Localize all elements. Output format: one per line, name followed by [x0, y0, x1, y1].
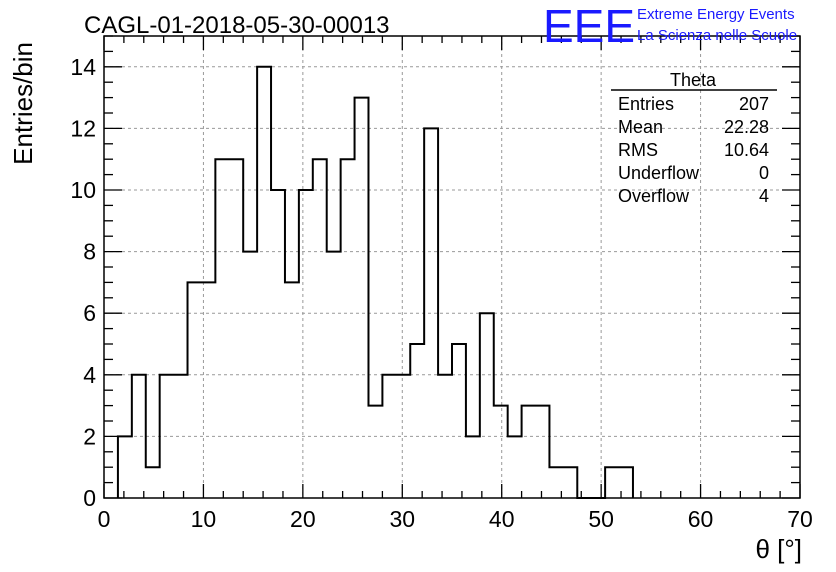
stats-value: 0: [759, 163, 769, 183]
stats-label: Overflow: [618, 186, 690, 206]
y-tick-label: 10: [70, 177, 96, 203]
stats-value: 10.64: [724, 140, 769, 160]
eee-logo: EEE Extreme Energy Events La Scienza nel…: [543, 0, 797, 52]
chart-title: CAGL-01-2018-05-30-00013: [84, 12, 390, 39]
stats-value: 4: [759, 186, 769, 206]
grid-lines: [104, 36, 800, 498]
x-tick-label: 60: [688, 506, 714, 532]
x-tick-label: 50: [588, 506, 614, 532]
stats-label: Underflow: [618, 163, 700, 183]
y-tick-label: 4: [83, 362, 96, 388]
stats-label: Mean: [618, 117, 663, 137]
y-tick-label: 0: [83, 485, 96, 511]
histogram-line: [116, 65, 634, 499]
x-tick-label: 70: [787, 506, 813, 532]
x-tick-label: 10: [191, 506, 217, 532]
stats-value: 207: [739, 94, 769, 114]
logo-mark: EEE: [543, 0, 635, 52]
x-tick-label: 0: [98, 506, 111, 532]
stats-label: Entries: [618, 94, 674, 114]
x-axis-label: θ [°]: [755, 534, 802, 564]
plot-frame: [103, 35, 801, 499]
axis-ticks: [103, 35, 801, 499]
y-tick-label: 14: [70, 54, 96, 80]
stats-value: 22.28: [724, 117, 769, 137]
y-tick-labels: 0 2 4 6 8 10 12 14: [70, 54, 96, 511]
stats-label: RMS: [618, 140, 658, 160]
logo-line-2: La Scienza nelle Scuole: [637, 27, 797, 44]
x-tick-label: 40: [489, 506, 515, 532]
stats-title: Theta: [670, 70, 717, 90]
logo-line-1: Extreme Energy Events: [637, 6, 795, 23]
x-tick-label: 20: [290, 506, 316, 532]
y-tick-label: 12: [70, 115, 96, 141]
stats-rows: Entries 207 Mean 22.28 RMS 10.64 Underflow 0 Ove…: [618, 94, 769, 206]
y-tick-label: 2: [83, 423, 96, 449]
y-tick-label: 8: [83, 239, 96, 265]
stats-box: Theta Entries 207 Mean 22.28 RMS 10.64 Underfl…: [611, 70, 777, 206]
x-tick-label: 30: [389, 506, 415, 532]
axes: [103, 35, 801, 499]
y-axis-label: Entries/bin: [8, 42, 38, 165]
x-tick-labels: 0 10 20 30 40 50 60 70: [98, 506, 813, 532]
y-tick-label: 6: [83, 300, 96, 326]
